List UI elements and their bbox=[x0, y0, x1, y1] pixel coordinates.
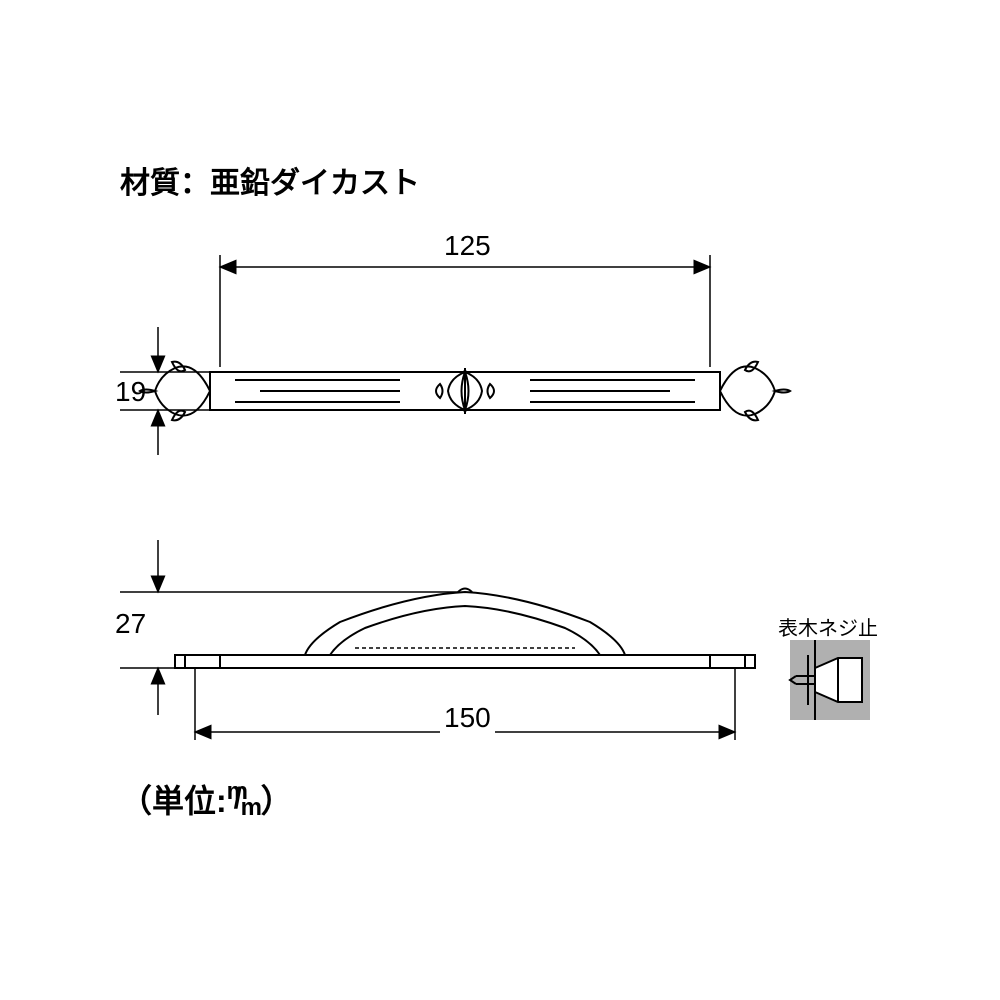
unit-closeparen: ） bbox=[261, 783, 293, 819]
dim-19: 19 bbox=[115, 376, 146, 408]
dim-125: 125 bbox=[440, 230, 495, 262]
dim-27: 27 bbox=[115, 608, 146, 640]
unit-label: （単位: m / m ） bbox=[120, 776, 293, 822]
dim-150: 150 bbox=[440, 702, 495, 734]
technical-drawing bbox=[0, 0, 1000, 1000]
unit-m-bot: m bbox=[241, 794, 262, 822]
screw-note-label: 表木ネジ止 bbox=[778, 612, 878, 641]
side-view bbox=[175, 589, 755, 669]
top-view bbox=[140, 362, 790, 421]
screw-detail bbox=[790, 640, 870, 720]
unit-prefix: （単位: bbox=[120, 783, 227, 819]
